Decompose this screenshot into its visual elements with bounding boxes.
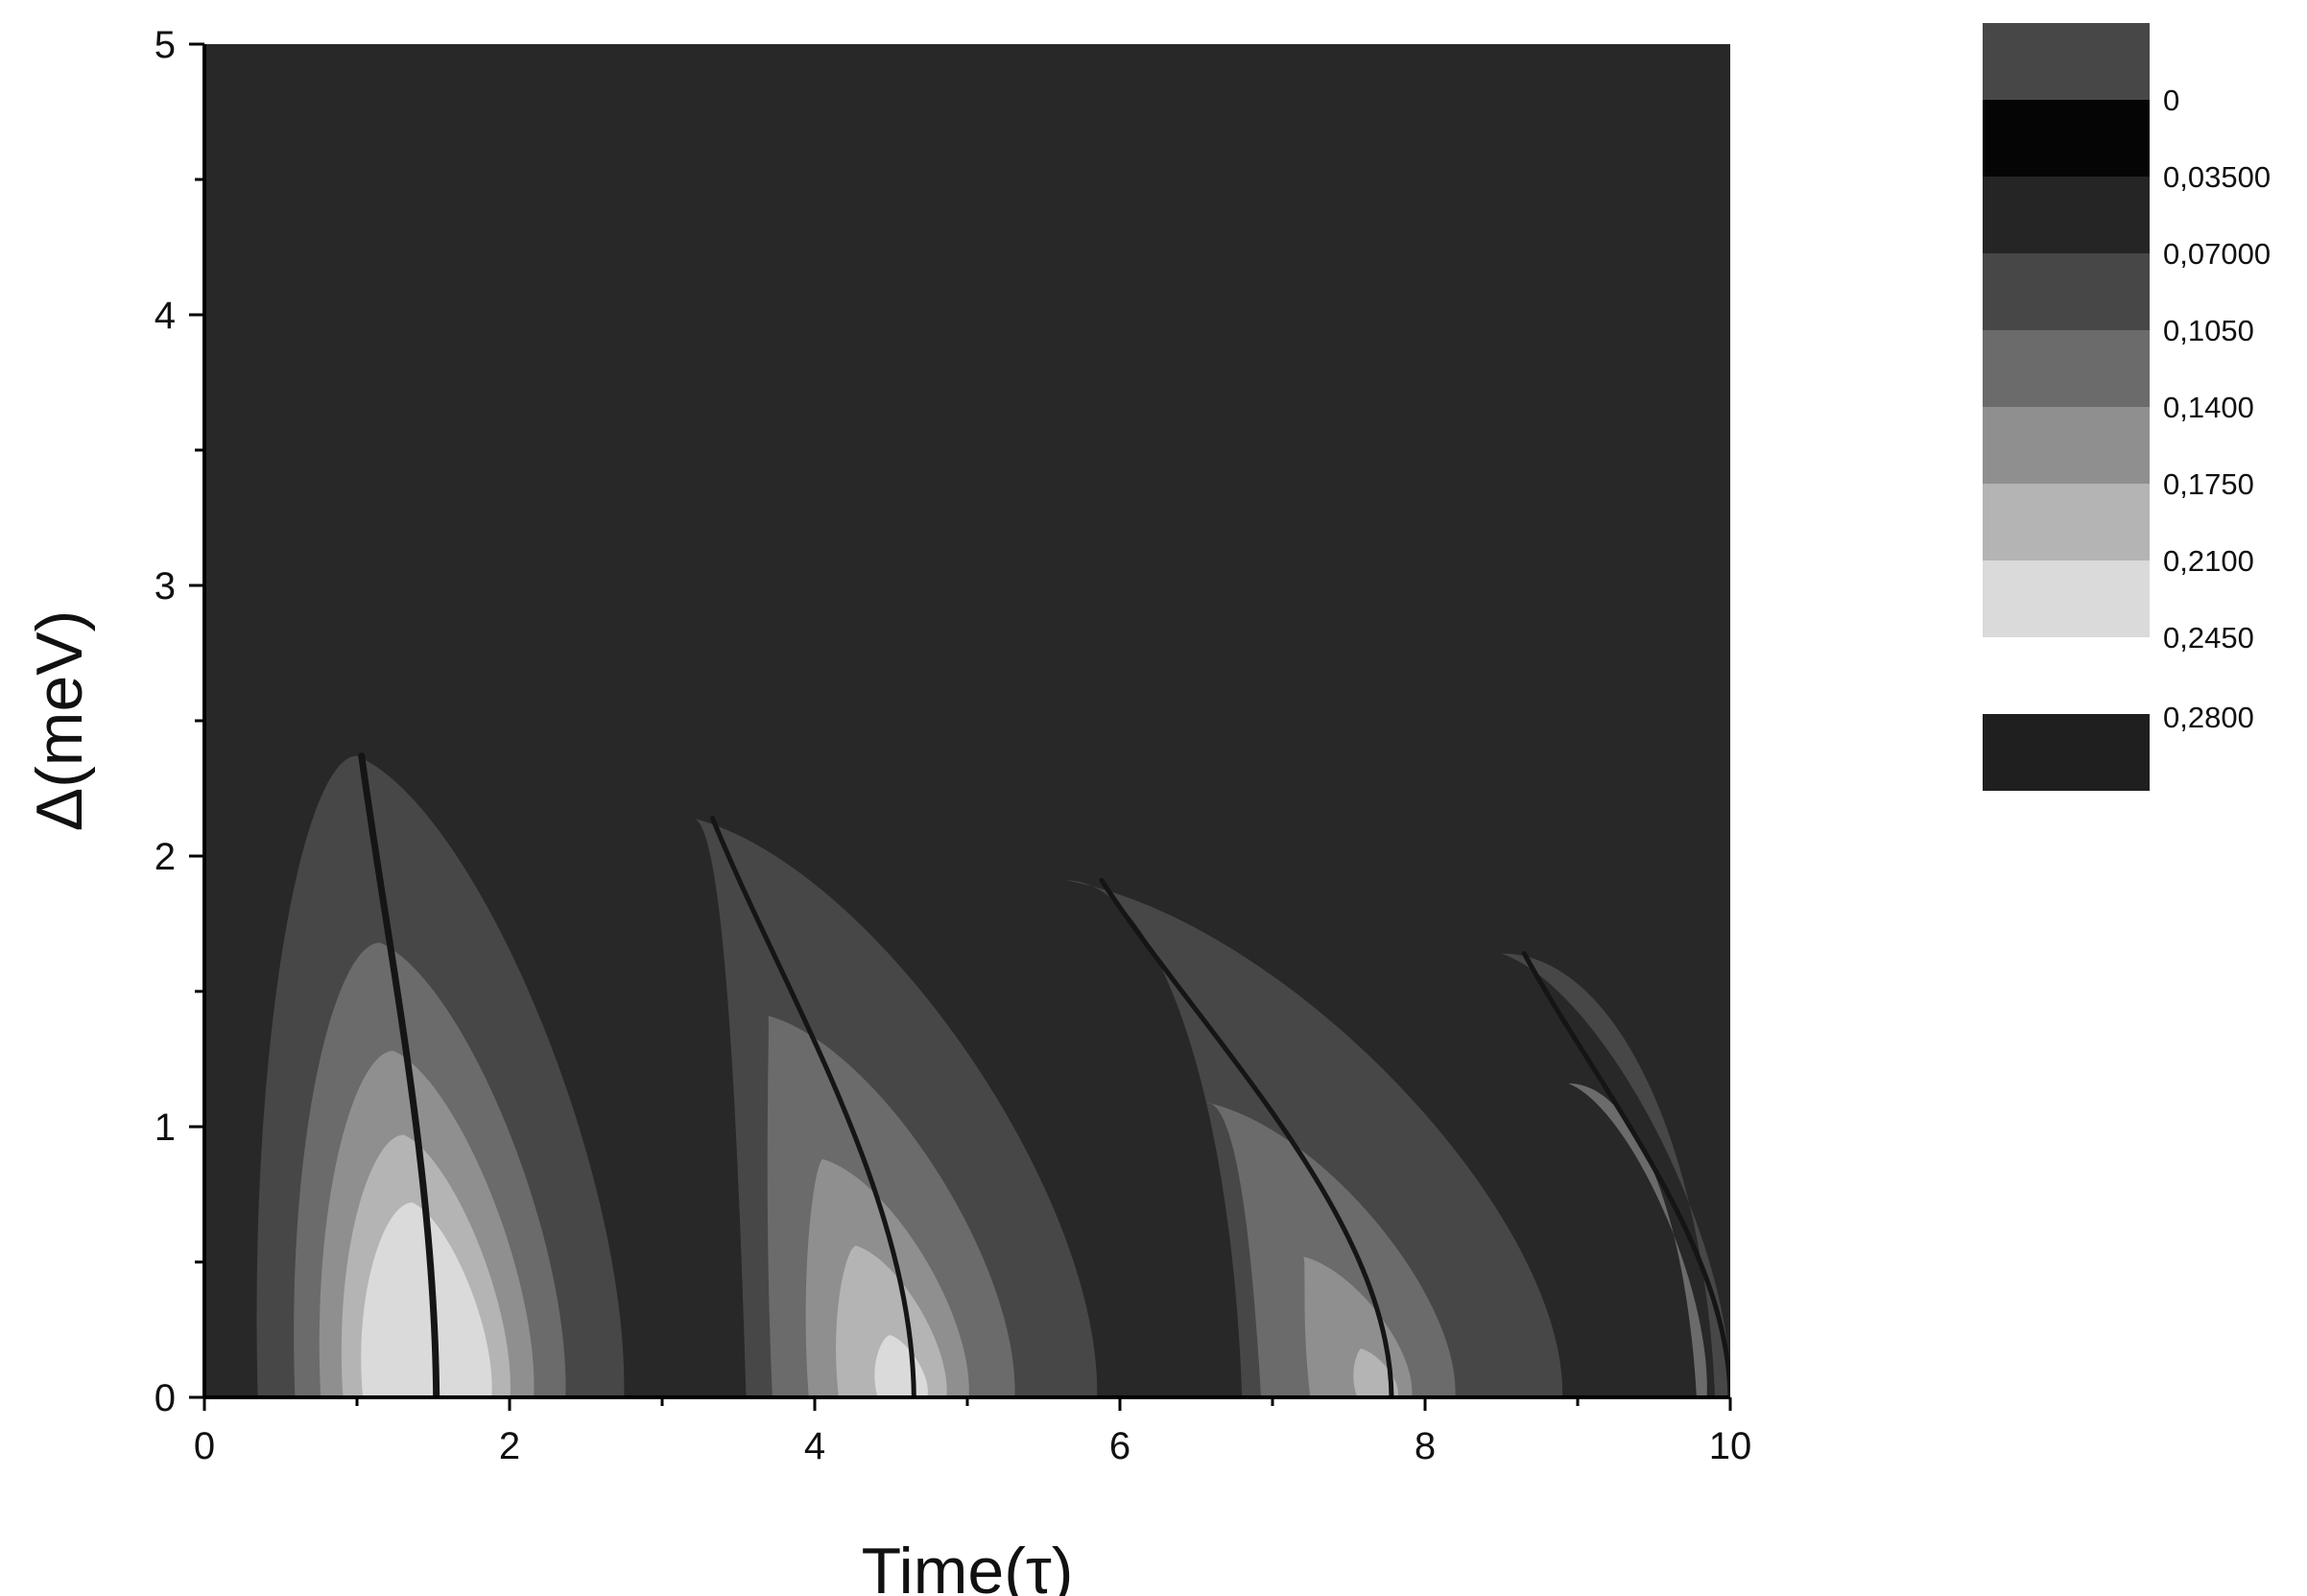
legend-overflow-swatch — [1983, 714, 2150, 791]
legend-label: 0,07000 — [2163, 237, 2271, 271]
legend-label: 0,03500 — [2163, 160, 2271, 194]
y-tick-label: 0 — [155, 1377, 176, 1419]
plot-area — [204, 44, 1730, 1397]
legend-label: 0 — [2163, 83, 2179, 117]
contour-band — [405, 1335, 457, 1397]
contour-band — [381, 1267, 475, 1397]
legend-label: 0,2800 — [2163, 701, 2254, 734]
legend-swatch — [1983, 407, 2150, 484]
legend-swatch — [1983, 253, 2150, 330]
contour-band — [1205, 1102, 1456, 1397]
y-tick-label: 1 — [155, 1107, 176, 1149]
contour-band — [1066, 880, 1563, 1397]
y-tick-label: 4 — [155, 295, 176, 337]
contour-lobe — [692, 816, 1098, 1397]
legend-label: 0,2450 — [2163, 621, 2254, 655]
x-tick-label: 8 — [1415, 1425, 1436, 1467]
contour-band — [1353, 1348, 1398, 1397]
x-tick-label: 6 — [1109, 1425, 1130, 1467]
legend-swatch — [1983, 560, 2150, 637]
contour-lobe — [1066, 877, 1563, 1397]
legend-swatch — [1983, 330, 2150, 407]
ridge-line — [358, 752, 440, 1397]
y-tick-label: 5 — [155, 24, 176, 66]
legend-label: 0,1400 — [2163, 391, 2254, 424]
ridge-line — [1521, 951, 1730, 1397]
y-tick-label: 2 — [155, 836, 176, 878]
ridge-line — [709, 816, 916, 1397]
x-tick-label: 0 — [194, 1425, 215, 1467]
contour-lobe — [1501, 951, 1730, 1397]
legend-label: 0,2100 — [2163, 544, 2254, 578]
color-legend: 0 0,03500 0,07000 0,1050 0,1400 0,1750 0,2100 0… — [1983, 23, 2271, 791]
contour-lobe — [256, 752, 625, 1397]
ridge-line — [1099, 877, 1394, 1397]
y-axis-title: Δ(meV) — [23, 610, 96, 832]
contour-band — [1501, 953, 1730, 1397]
contour-band — [836, 1246, 947, 1397]
contour-band — [1302, 1256, 1413, 1397]
legend-label: 0,1050 — [2163, 314, 2254, 347]
axes: 0 2 4 6 8 10 0 1 2 3 4 5 — [155, 24, 1752, 1467]
x-tick-label: 10 — [1709, 1425, 1752, 1467]
legend-swatch — [1983, 484, 2150, 560]
x-tick-label: 4 — [804, 1425, 825, 1467]
legend-label: 0,1750 — [2163, 467, 2254, 501]
x-tick-label: 2 — [499, 1425, 520, 1467]
y-tick-label: 3 — [155, 565, 176, 607]
legend-swatch — [1983, 23, 2150, 100]
legend-swatch — [1983, 177, 2150, 253]
x-axis-title: Time(τ) — [862, 1535, 1074, 1596]
contour-band — [1568, 1083, 1707, 1397]
legend-swatch — [1983, 100, 2150, 177]
